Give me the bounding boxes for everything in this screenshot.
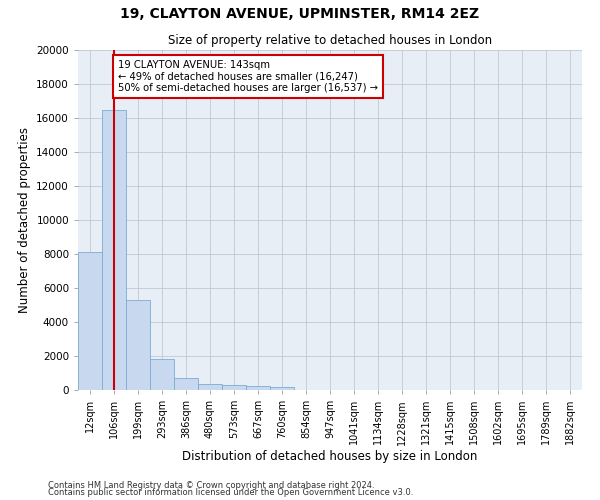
Text: 19 CLAYTON AVENUE: 143sqm
← 49% of detached houses are smaller (16,247)
50% of s: 19 CLAYTON AVENUE: 143sqm ← 49% of detac… xyxy=(118,60,379,94)
Text: 19, CLAYTON AVENUE, UPMINSTER, RM14 2EZ: 19, CLAYTON AVENUE, UPMINSTER, RM14 2EZ xyxy=(121,8,479,22)
Bar xyxy=(174,378,198,390)
Bar xyxy=(78,252,102,390)
Bar xyxy=(150,358,174,390)
Bar xyxy=(126,300,150,390)
Y-axis label: Number of detached properties: Number of detached properties xyxy=(17,127,31,313)
Bar xyxy=(246,386,270,390)
Bar xyxy=(270,387,294,390)
Bar xyxy=(198,384,222,390)
Bar xyxy=(102,110,126,390)
Text: Contains HM Land Registry data © Crown copyright and database right 2024.: Contains HM Land Registry data © Crown c… xyxy=(48,480,374,490)
Bar xyxy=(222,385,246,390)
Text: Contains public sector information licensed under the Open Government Licence v3: Contains public sector information licen… xyxy=(48,488,413,497)
X-axis label: Distribution of detached houses by size in London: Distribution of detached houses by size … xyxy=(182,450,478,463)
Title: Size of property relative to detached houses in London: Size of property relative to detached ho… xyxy=(168,34,492,48)
